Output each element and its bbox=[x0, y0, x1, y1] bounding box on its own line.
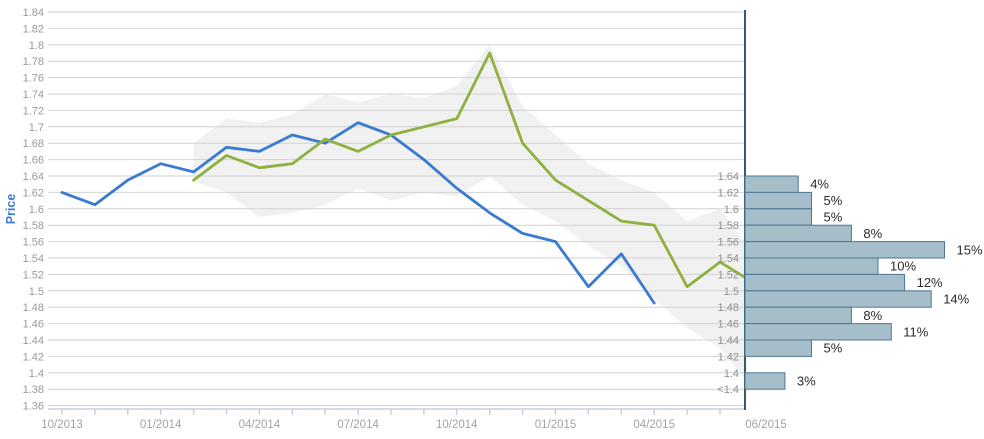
histogram-bin-label: 1.54 bbox=[718, 253, 739, 265]
y-axis-tick-label: 1.5 bbox=[29, 286, 44, 298]
y-axis-tick-label: 1.6 bbox=[29, 204, 44, 216]
histogram-bar bbox=[744, 224, 852, 243]
y-axis-tick-label: 1.8 bbox=[29, 40, 44, 52]
histogram-percent-label: 5% bbox=[824, 210, 843, 225]
y-axis-title: Price bbox=[4, 194, 18, 225]
y-axis-tick-label: 1.74 bbox=[23, 89, 44, 101]
y-axis-tick-label: 1.82 bbox=[23, 23, 44, 35]
histogram-bin-label: 1.42 bbox=[718, 351, 739, 363]
histogram-bar bbox=[744, 257, 879, 275]
histogram-bar bbox=[744, 208, 812, 226]
y-axis-tick-label: 1.78 bbox=[23, 56, 44, 68]
histogram-percent-label: 14% bbox=[943, 292, 969, 307]
x-axis-tick-label: 10/2014 bbox=[436, 419, 478, 431]
histogram-bin-label: 1.46 bbox=[718, 319, 739, 331]
y-axis-tick-label: 1.68 bbox=[23, 138, 44, 150]
histogram-bin-label: 1.6 bbox=[724, 204, 739, 216]
y-axis-tick-label: 1.42 bbox=[23, 351, 44, 363]
histogram-percent-label: 8% bbox=[863, 308, 882, 323]
histogram-bar bbox=[744, 191, 812, 210]
y-axis-tick-label: 1.36 bbox=[23, 401, 44, 413]
forecast-price-line bbox=[192, 51, 746, 289]
y-axis-tick-label: 1.66 bbox=[23, 155, 44, 167]
y-axis-tick-label: 1.4 bbox=[29, 368, 44, 380]
histogram-percent-label: 11% bbox=[903, 324, 928, 339]
histogram-bar bbox=[744, 372, 786, 390]
histogram-bin-label: 1.5 bbox=[724, 286, 739, 298]
y-axis-tick-label: 1.52 bbox=[23, 269, 44, 281]
y-axis-tick-label: 1.44 bbox=[23, 335, 44, 347]
x-axis-tick-label: 10/2013 bbox=[41, 419, 83, 431]
y-axis-tick-label: 1.62 bbox=[23, 187, 44, 199]
histogram-bar bbox=[744, 306, 852, 325]
histogram-bin-label: 1.52 bbox=[718, 269, 739, 281]
histogram-percent-label: 5% bbox=[824, 341, 843, 356]
y-axis-tick-label: 1.48 bbox=[23, 302, 44, 314]
histogram-bar bbox=[744, 175, 799, 193]
histogram-percent-label: 10% bbox=[890, 259, 916, 274]
histogram-bar bbox=[744, 273, 906, 292]
histogram-bar bbox=[744, 290, 932, 308]
histogram-bin-label: 1.56 bbox=[718, 237, 739, 249]
histogram-bin-label: 1.44 bbox=[718, 335, 739, 347]
x-axis-tick-label: 01/2014 bbox=[140, 419, 182, 431]
y-axis-tick-label: 1.76 bbox=[23, 73, 44, 85]
histogram-percent-label: 5% bbox=[824, 193, 843, 208]
histogram-bar bbox=[744, 241, 945, 259]
y-axis-tick-label: 1.46 bbox=[23, 319, 44, 331]
histogram-bin-label: 1.48 bbox=[718, 302, 739, 314]
confidence-band bbox=[193, 44, 745, 377]
y-axis-tick-label: 1.72 bbox=[23, 105, 44, 117]
histogram-percent-label: 8% bbox=[863, 226, 882, 241]
y-axis-tick-label: 1.84 bbox=[23, 7, 44, 19]
histogram-bin-label: 1.62 bbox=[718, 187, 739, 199]
histogram-percent-label: 3% bbox=[797, 374, 816, 389]
historical-price-line bbox=[60, 121, 656, 305]
y-axis-tick-label: 1.7 bbox=[29, 122, 44, 134]
histogram-percent-label: 4% bbox=[810, 177, 829, 192]
histogram-percent-label: 12% bbox=[917, 275, 943, 290]
x-axis-tick-label: 01/2015 bbox=[535, 419, 577, 431]
histogram-bin-label: <1.4 bbox=[717, 384, 739, 396]
x-axis-tick-label: 04/2014 bbox=[239, 419, 281, 431]
histogram-bar bbox=[744, 323, 892, 341]
y-axis-tick-label: 1.38 bbox=[23, 384, 44, 396]
x-axis-tick-label: 07/2014 bbox=[337, 419, 379, 431]
histogram-bar bbox=[744, 339, 812, 357]
y-axis-tick-label: 1.64 bbox=[23, 171, 44, 183]
y-axis-tick-label: 1.58 bbox=[23, 220, 44, 232]
histogram-bin-label: 1.4 bbox=[724, 368, 739, 380]
y-axis-tick-label: 1.54 bbox=[23, 253, 44, 265]
histogram-bin-label: 1.64 bbox=[718, 171, 739, 183]
y-axis-tick-label: 1.56 bbox=[23, 237, 44, 249]
histogram-percent-label: 15% bbox=[957, 242, 983, 257]
x-axis-tick-label: 04/2015 bbox=[633, 419, 675, 431]
histogram-bin-label: 1.58 bbox=[718, 220, 739, 232]
forecast-date-label: 06/2015 bbox=[745, 419, 787, 431]
